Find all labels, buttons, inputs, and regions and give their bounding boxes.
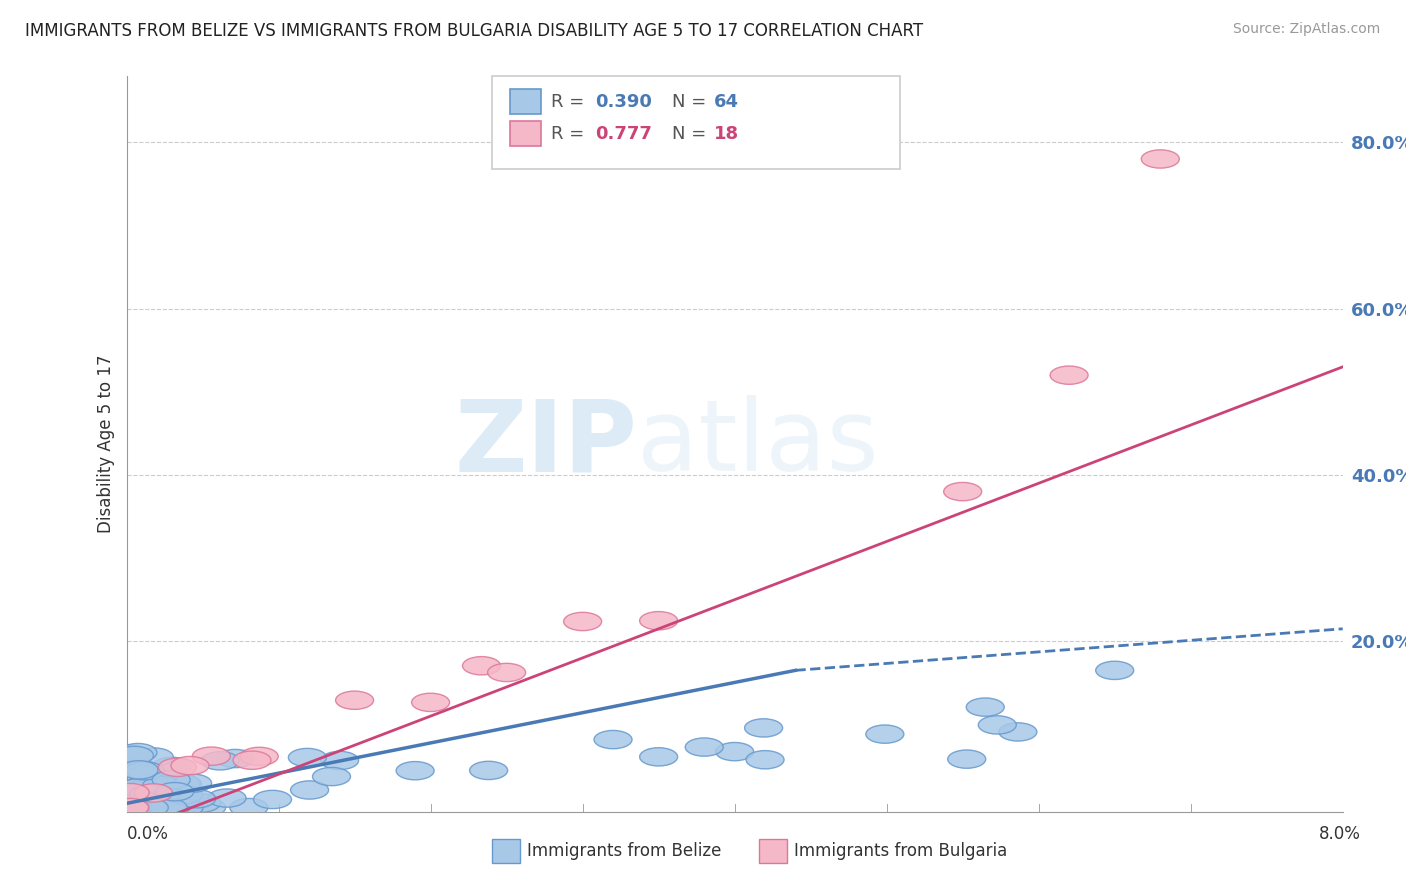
Ellipse shape bbox=[1142, 150, 1180, 168]
Ellipse shape bbox=[564, 612, 602, 631]
Text: R =: R = bbox=[551, 125, 591, 143]
Ellipse shape bbox=[129, 785, 167, 804]
Ellipse shape bbox=[336, 691, 374, 709]
Ellipse shape bbox=[463, 657, 501, 675]
Ellipse shape bbox=[121, 778, 159, 797]
Text: 18: 18 bbox=[714, 125, 740, 143]
Ellipse shape bbox=[149, 798, 187, 817]
Ellipse shape bbox=[163, 775, 201, 794]
Ellipse shape bbox=[136, 790, 174, 809]
Ellipse shape bbox=[173, 774, 211, 792]
Ellipse shape bbox=[111, 745, 149, 764]
Ellipse shape bbox=[120, 743, 157, 762]
Text: 0.777: 0.777 bbox=[595, 125, 651, 143]
Ellipse shape bbox=[114, 798, 152, 817]
Ellipse shape bbox=[187, 798, 225, 817]
Ellipse shape bbox=[288, 748, 326, 766]
Ellipse shape bbox=[163, 798, 201, 817]
Ellipse shape bbox=[165, 798, 202, 817]
Ellipse shape bbox=[593, 731, 633, 748]
Text: Immigrants from Belize: Immigrants from Belize bbox=[527, 842, 721, 860]
Ellipse shape bbox=[165, 786, 202, 804]
Ellipse shape bbox=[159, 758, 197, 776]
Ellipse shape bbox=[745, 719, 783, 737]
Ellipse shape bbox=[866, 725, 904, 743]
Ellipse shape bbox=[1095, 661, 1133, 680]
Ellipse shape bbox=[152, 798, 190, 817]
Ellipse shape bbox=[120, 798, 157, 817]
Ellipse shape bbox=[128, 764, 166, 782]
Ellipse shape bbox=[217, 749, 254, 768]
Ellipse shape bbox=[233, 751, 271, 770]
Ellipse shape bbox=[640, 612, 678, 630]
Ellipse shape bbox=[1050, 366, 1088, 384]
Text: N =: N = bbox=[672, 125, 711, 143]
Ellipse shape bbox=[111, 798, 149, 817]
Ellipse shape bbox=[291, 780, 329, 799]
Ellipse shape bbox=[240, 747, 278, 765]
Ellipse shape bbox=[152, 771, 190, 789]
Text: Source: ZipAtlas.com: Source: ZipAtlas.com bbox=[1233, 22, 1381, 37]
Ellipse shape bbox=[943, 483, 981, 500]
Ellipse shape bbox=[143, 776, 181, 795]
Ellipse shape bbox=[229, 798, 269, 817]
Ellipse shape bbox=[142, 798, 180, 817]
Ellipse shape bbox=[111, 780, 149, 798]
Ellipse shape bbox=[208, 789, 246, 807]
Text: R =: R = bbox=[551, 93, 591, 111]
Ellipse shape bbox=[156, 782, 194, 801]
Ellipse shape bbox=[948, 750, 986, 768]
Text: 0.390: 0.390 bbox=[595, 93, 651, 111]
Ellipse shape bbox=[177, 789, 215, 808]
Ellipse shape bbox=[122, 762, 160, 780]
Ellipse shape bbox=[111, 798, 149, 817]
Ellipse shape bbox=[120, 761, 157, 779]
Ellipse shape bbox=[111, 798, 149, 817]
Ellipse shape bbox=[396, 762, 434, 780]
Ellipse shape bbox=[253, 790, 291, 809]
Ellipse shape bbox=[470, 761, 508, 780]
Ellipse shape bbox=[172, 756, 209, 775]
Ellipse shape bbox=[128, 794, 166, 812]
Ellipse shape bbox=[966, 698, 1004, 716]
Ellipse shape bbox=[111, 798, 149, 817]
Ellipse shape bbox=[131, 798, 169, 817]
Ellipse shape bbox=[183, 794, 221, 813]
Ellipse shape bbox=[979, 715, 1017, 734]
Ellipse shape bbox=[129, 779, 167, 797]
Ellipse shape bbox=[153, 757, 191, 775]
Ellipse shape bbox=[118, 758, 156, 777]
Ellipse shape bbox=[111, 783, 149, 802]
Text: 8.0%: 8.0% bbox=[1319, 825, 1361, 843]
Ellipse shape bbox=[115, 747, 153, 764]
Ellipse shape bbox=[117, 798, 155, 817]
Ellipse shape bbox=[135, 784, 173, 802]
Ellipse shape bbox=[998, 723, 1036, 741]
Ellipse shape bbox=[747, 750, 785, 769]
Text: 64: 64 bbox=[714, 93, 740, 111]
Ellipse shape bbox=[145, 789, 183, 807]
Ellipse shape bbox=[120, 797, 157, 816]
Ellipse shape bbox=[412, 693, 450, 712]
Ellipse shape bbox=[685, 738, 723, 756]
Text: atlas: atlas bbox=[637, 395, 879, 492]
Text: ZIP: ZIP bbox=[454, 395, 637, 492]
Text: N =: N = bbox=[672, 93, 711, 111]
Ellipse shape bbox=[716, 742, 754, 761]
Text: 0.0%: 0.0% bbox=[127, 825, 169, 843]
Ellipse shape bbox=[321, 751, 359, 770]
Y-axis label: Disability Age 5 to 17: Disability Age 5 to 17 bbox=[97, 354, 115, 533]
Ellipse shape bbox=[111, 798, 149, 817]
Ellipse shape bbox=[312, 767, 350, 786]
Ellipse shape bbox=[162, 774, 200, 792]
Ellipse shape bbox=[488, 664, 526, 681]
Ellipse shape bbox=[193, 747, 231, 765]
Ellipse shape bbox=[135, 747, 173, 766]
Ellipse shape bbox=[125, 762, 163, 780]
Text: Immigrants from Bulgaria: Immigrants from Bulgaria bbox=[794, 842, 1008, 860]
Ellipse shape bbox=[118, 798, 156, 817]
Ellipse shape bbox=[201, 752, 239, 770]
Ellipse shape bbox=[640, 747, 678, 766]
Text: IMMIGRANTS FROM BELIZE VS IMMIGRANTS FROM BULGARIA DISABILITY AGE 5 TO 17 CORREL: IMMIGRANTS FROM BELIZE VS IMMIGRANTS FRO… bbox=[25, 22, 924, 40]
